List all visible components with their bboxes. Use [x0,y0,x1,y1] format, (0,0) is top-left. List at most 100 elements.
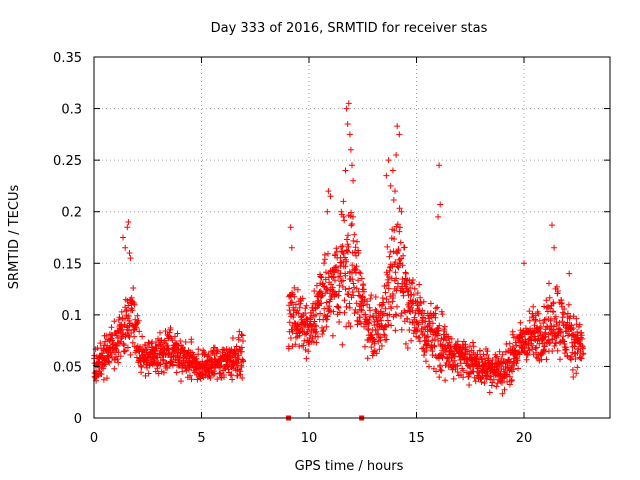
scatter-point [125,302,132,309]
scatter-point [450,375,457,382]
scatter-point [533,344,540,351]
scatter-point [122,347,129,354]
scatter-point [317,310,324,317]
scatter-point [542,333,549,340]
scatter-point [350,237,357,244]
scatter-point [532,316,539,323]
outlier-point [398,208,405,215]
scatter-point [224,363,231,370]
scatter-point [423,358,429,365]
scatter-point [441,323,448,330]
scatter-point [130,285,137,291]
scatter-point [426,363,432,370]
outlier-point [549,222,555,229]
scatter-point [234,372,241,379]
scatter-point [523,356,530,363]
scatter-point [138,364,145,370]
scatter-point [414,327,421,334]
scatter-point [124,344,131,351]
scatter-point [336,288,343,295]
scatter-point [436,322,443,329]
scatter-point [138,369,145,376]
scatter-point [323,269,329,276]
scatter-point [99,350,106,357]
scatter-point [502,370,509,377]
scatter-point [383,269,390,276]
scatter-point [384,243,391,250]
scatter-point [302,346,309,353]
y-tick-label: 0.2 [61,206,82,221]
scatter-point [154,365,161,372]
scatter-point [323,299,330,306]
scatter-point [238,344,245,351]
scatter-point [398,326,405,333]
scatter-point [536,317,543,324]
outlier-point [394,123,401,130]
scatter-point [355,250,362,256]
scatter-point [396,228,403,235]
scatter-point [349,221,355,227]
scatter-point [188,336,195,343]
scatter-point [199,371,206,378]
scatter-point [111,365,118,372]
scatter-point [178,378,184,385]
scatter-point [157,329,163,336]
scatter-point [412,309,419,316]
scatter-point [400,252,407,259]
scatter-point [433,368,440,375]
scatter-point [362,343,368,350]
scatter-point [522,336,529,343]
scatter-point [454,369,461,375]
scatter-point [336,319,343,325]
outlier-point [389,167,396,174]
scatter-point [352,244,359,251]
scatter-point [427,300,434,307]
scatter-point [343,303,350,310]
scatter-point [399,262,406,269]
scatter-point [550,326,557,333]
x-tick-label: 10 [301,431,318,446]
data-points [91,100,587,421]
scatter-point [375,330,382,337]
scatter-point [416,281,423,288]
scatter-point [570,374,577,380]
outlier-point [383,172,390,179]
scatter-point [345,243,352,250]
scatter-point [329,284,336,291]
x-tick-label: 15 [408,431,425,446]
scatter-point [503,349,509,356]
scatter-point [397,239,404,246]
scatter-point [423,334,430,341]
scatter-point [351,249,358,256]
scatter-point [350,292,357,299]
scatter-point [445,333,452,340]
outlier-point [343,105,350,112]
scatter-point [296,304,303,311]
axis-ticks: 0 0.05 0.1 0.15 0.2 0.25 0.3 0.35 0 5 10 15 20 [53,51,610,446]
scatter-point [313,323,320,330]
scatter-point [579,335,585,342]
scatter-point [227,372,234,379]
scatter-point [489,357,496,363]
scatter-point [510,366,517,373]
scatter-point [390,197,397,203]
scatter-point [563,346,570,353]
scatter-point [301,337,308,344]
scatter-point [381,331,388,338]
scatter-point [323,284,330,291]
scatter-point [404,345,411,351]
scatter-point [229,335,236,341]
scatter-point [436,374,443,381]
scatter-point [434,304,441,311]
scatter-point [307,332,314,338]
scatter-point [378,342,385,349]
scatter-point [340,250,347,257]
y-tick-label: 0.1 [61,309,82,324]
scatter-point [493,383,500,390]
scatter-point [419,307,426,314]
scatter-point [131,333,138,340]
scatter-point [431,336,438,343]
scatter-point [303,302,310,309]
